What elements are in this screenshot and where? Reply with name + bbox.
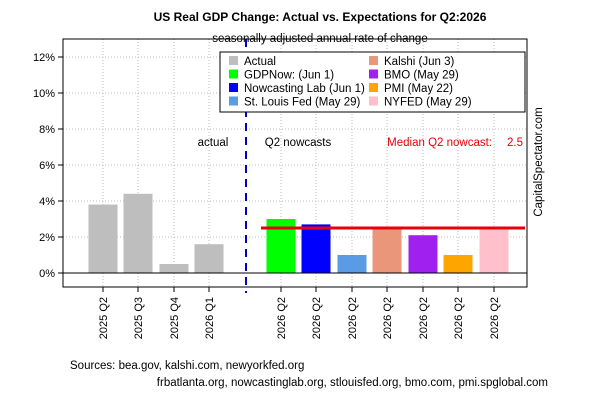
source-line-2: frbatlanta.org, nowcastinglab.org, stlou… — [157, 377, 548, 389]
bar-actual-3 — [194, 244, 224, 273]
x-category-label: 2025 Q2 — [98, 297, 110, 339]
plot-frame — [62, 38, 528, 288]
legend-label: Nowcasting Lab (Jun 1) — [244, 83, 365, 95]
legend-swatch — [369, 83, 378, 92]
bar-actual-1 — [123, 193, 153, 273]
legend-label: NYFED (May 29) — [384, 97, 472, 109]
legend-label: St. Louis Fed (May 29) — [244, 97, 360, 109]
x-category-label: 2025 Q4 — [169, 297, 181, 339]
legend-swatch — [369, 56, 378, 65]
legend: Actual Kalshi (Jun 3) GDPNow: (Jun 1) BMO (… — [219, 51, 526, 113]
bar-nowcast-1 — [301, 224, 331, 273]
x-category-label: 2026 Q2 — [453, 297, 465, 339]
bar-actual-0 — [88, 204, 118, 273]
bar-nowcast-4 — [408, 235, 438, 273]
legend-label: Kalshi (Jun 3) — [384, 56, 454, 68]
axes: 0% 2% 4% 6% 8% 10% 12% 2025 Q2 2025 Q3 2025 Q4 202… — [33, 38, 528, 339]
legend-swatch — [369, 96, 378, 106]
bar-nowcast-5 — [443, 255, 473, 273]
legend-label: Actual — [244, 56, 276, 68]
x-category-label: 2026 Q2 — [276, 297, 288, 339]
bar-nowcast-2 — [337, 255, 367, 273]
section-label-nowcast: Q2 nowcasts — [265, 137, 332, 149]
section-label-actual: actual — [198, 137, 229, 149]
legend-swatch — [369, 69, 378, 79]
y-tick-label: 4% — [39, 196, 55, 208]
legend-swatch — [229, 96, 238, 106]
y-tick-label: 2% — [39, 232, 55, 244]
bar-actual-2 — [159, 264, 189, 273]
legend-label: PMI (May 22) — [384, 83, 453, 95]
x-category-label: 2026 Q1 — [204, 297, 216, 339]
x-category-label: 2026 Q2 — [311, 297, 323, 339]
bar-nowcast-3 — [372, 228, 402, 273]
median-label: Median Q2 nowcast: — [387, 137, 492, 149]
legend-label: GDPNow: (Jun 1) — [244, 70, 334, 82]
y-tick-label: 10% — [33, 88, 55, 100]
y-tick-label: 0% — [39, 268, 55, 280]
legend-swatch — [229, 83, 238, 92]
bars — [88, 193, 509, 273]
legend-swatch — [229, 69, 238, 79]
source-line-1: Sources: bea.gov, kalshi.com, newyorkfed… — [70, 360, 304, 372]
y-tick-label: 6% — [39, 160, 55, 172]
legend-label: BMO (May 29) — [384, 70, 459, 82]
x-category-label: 2026 Q2 — [418, 297, 430, 339]
legend-swatch — [229, 56, 238, 65]
y-tick-label: 8% — [39, 124, 55, 136]
x-category-label: 2026 Q2 — [382, 297, 394, 339]
y-tick-label: 12% — [33, 52, 55, 64]
watermark: CapitalSpectator.com — [533, 107, 545, 216]
x-category-label: 2026 Q2 — [489, 297, 501, 339]
x-category-label: 2025 Q3 — [133, 297, 145, 339]
bar-nowcast-6 — [479, 228, 509, 273]
x-category-label: 2026 Q2 — [347, 297, 359, 339]
chart-title: US Real GDP Change: Actual vs. Expectati… — [154, 10, 487, 24]
median-value: 2.5 — [507, 137, 523, 149]
